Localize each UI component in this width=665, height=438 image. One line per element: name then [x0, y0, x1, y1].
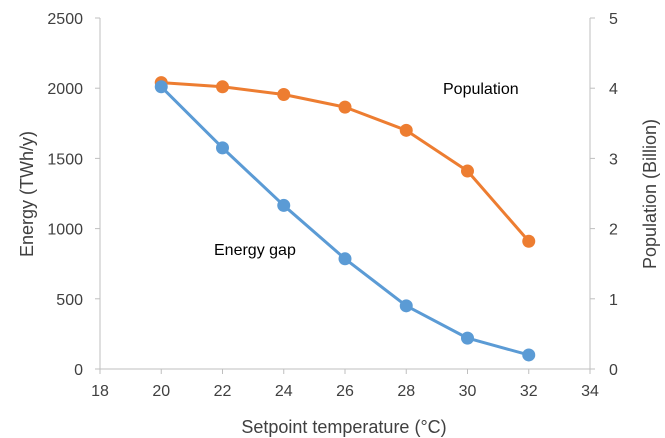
- x-tick-label: 24: [275, 383, 293, 400]
- population-point: [216, 80, 229, 94]
- population-point: [522, 234, 536, 248]
- x-tick-label: 26: [336, 383, 354, 400]
- x-tick-label: 22: [214, 383, 232, 400]
- energy-gap-point: [522, 348, 536, 362]
- y2-tick-label: 0: [609, 362, 618, 379]
- x-tick-label: 30: [459, 383, 477, 400]
- y-tick-label: 0: [74, 362, 83, 379]
- y2-tick-label: 4: [609, 81, 618, 98]
- y-tick-label: 2000: [47, 81, 83, 98]
- energy-gap-annotation: Energy gap: [214, 242, 296, 259]
- series-layer: [154, 76, 536, 362]
- y2-tick-label: 2: [609, 222, 618, 239]
- energy-gap-point: [461, 331, 474, 345]
- x-axis-title: Setpoint temperature (°C): [241, 417, 446, 437]
- population-point: [277, 88, 291, 102]
- x-tick-label: 28: [397, 383, 415, 400]
- y2-axis-title: Population (Billion): [640, 119, 660, 269]
- y-tick-label: 1500: [47, 151, 83, 168]
- energy-gap-point: [338, 252, 352, 266]
- energy-gap-point: [216, 141, 229, 155]
- y2-tick-label: 1: [609, 292, 618, 309]
- energy-gap-point: [277, 198, 291, 212]
- x-tick-label: 34: [581, 383, 599, 400]
- population-annotation: Population: [443, 81, 519, 98]
- energy-gap-point: [154, 80, 168, 94]
- population-series: [154, 76, 536, 248]
- x-tick-label: 20: [152, 383, 170, 400]
- y-axis-title: Energy (TWh/y): [17, 131, 37, 257]
- y-tick-label: 1000: [47, 222, 83, 239]
- population-point: [461, 164, 474, 178]
- population-point: [338, 100, 352, 114]
- population-point: [399, 123, 413, 137]
- y2-tick-label: 3: [609, 151, 618, 168]
- energy-gap-point: [399, 299, 413, 313]
- energy-gap-series: [154, 80, 536, 362]
- energy-gap-line: [159, 85, 531, 357]
- axes: 18 20 22 24 26 28 30 32 340500100015002000250001…: [47, 11, 618, 400]
- y-tick-label: 500: [56, 292, 83, 309]
- y-tick-label: 2500: [47, 11, 83, 28]
- y2-tick-label: 5: [609, 11, 618, 28]
- x-tick-label: 32: [520, 383, 538, 400]
- x-tick-label: 18: [91, 383, 109, 400]
